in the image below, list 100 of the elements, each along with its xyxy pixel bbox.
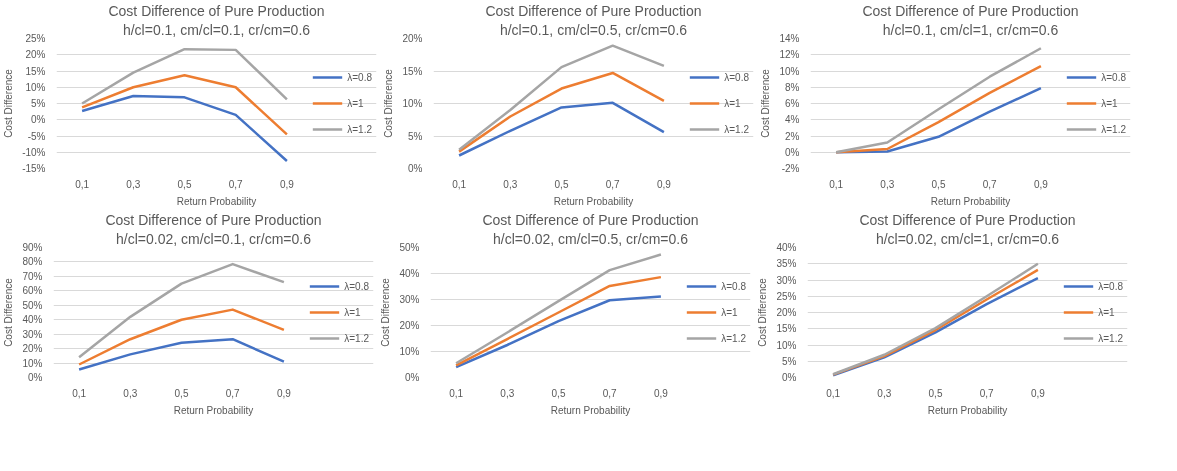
y-tick-label: -2% — [781, 163, 800, 174]
y-axis-title: Cost Difference — [3, 68, 15, 138]
chart-title: Cost Difference of Pure Production — [108, 2, 325, 19]
legend-label: λ=1 — [344, 306, 362, 318]
y-tick-label: 4% — [785, 114, 800, 126]
line-series — [454, 253, 663, 365]
y-tick-label: 40% — [399, 268, 420, 279]
y-tick-label: 5% — [31, 98, 46, 109]
y-tick-label: 20% — [25, 49, 46, 61]
y-tick-label: 0% — [782, 372, 797, 383]
y-tick-label: 90% — [22, 242, 43, 253]
legend-label: λ=0.8 — [721, 280, 746, 292]
legend-label: λ=0.8 — [347, 71, 372, 83]
y-tick-label: 30% — [22, 328, 43, 340]
y-tick-label: 40% — [776, 242, 797, 253]
legend-label: λ=1 — [724, 97, 742, 109]
y-tick-label: 10% — [399, 346, 420, 357]
x-tick-label: 0,1 — [72, 387, 87, 399]
x-tick-label: 0,5 — [931, 178, 946, 190]
y-tick-label: 20% — [776, 307, 797, 318]
legend-label: λ=1 — [721, 306, 739, 318]
x-axis-title: Return Probability — [930, 195, 1011, 207]
legend-label: λ=1 — [1098, 306, 1116, 318]
y-tick-label: 25% — [25, 33, 46, 44]
x-tick-label: 0,9 — [653, 387, 669, 399]
x-tick-label: 0,5 — [928, 387, 943, 399]
y-tick-label: 14% — [779, 33, 800, 44]
y-tick-label: 2% — [785, 130, 800, 142]
y-tick-label: 80% — [22, 256, 43, 268]
x-tick-label: 0,5 — [554, 178, 569, 190]
chart-title: Cost Difference of Pure Production — [859, 211, 1076, 228]
line-series — [80, 73, 289, 136]
x-tick-label: 0,9 — [1030, 387, 1046, 399]
x-tick-label: 0,3 — [503, 178, 518, 190]
x-tick-label: 0,3 — [877, 387, 892, 399]
y-tick-label: 50% — [399, 242, 420, 253]
x-tick-label: 0,9 — [279, 178, 295, 190]
y-tick-label: 35% — [776, 258, 797, 270]
x-tick-label: 0,3 — [123, 387, 138, 399]
legend-label: λ=0.8 — [1101, 71, 1126, 83]
line-series — [834, 47, 1043, 154]
chart-title: Cost Difference of Pure Production — [105, 211, 322, 228]
line-series — [80, 47, 289, 105]
y-tick-label: 25% — [776, 290, 797, 302]
y-axis-title: Cost Difference — [380, 277, 392, 347]
legend-label: λ=1 — [347, 97, 365, 109]
y-tick-label: 15% — [25, 65, 46, 77]
legend-label: λ=0.8 — [344, 280, 369, 292]
line-series — [454, 295, 663, 369]
chart-subtitle: h/cl=0.02, cm/cl=1, cr/cm=0.6 — [875, 230, 1060, 247]
y-tick-label: 15% — [776, 323, 797, 335]
y-tick-label: 0% — [408, 163, 423, 174]
y-tick-label: 10% — [776, 339, 797, 351]
y-tick-label: -10% — [22, 146, 46, 158]
y-tick-label: 5% — [408, 130, 423, 142]
x-tick-label: 0,7 — [602, 387, 618, 399]
legend-label: λ=1.2 — [1101, 123, 1126, 135]
y-axis-title: Cost Difference — [757, 277, 769, 347]
y-tick-label: 30% — [399, 294, 420, 305]
chart-subtitle: h/cl=0.1, cm/cl=0.5, cr/cm=0.6 — [499, 21, 688, 38]
x-tick-label: 0,1 — [452, 178, 467, 190]
y-tick-label: 12% — [779, 49, 800, 61]
y-axis-title: Cost Difference — [760, 68, 772, 138]
chart-subtitle: h/cl=0.1, cm/cl=0.1, cr/cm=0.6 — [122, 21, 311, 38]
y-tick-label: 70% — [22, 270, 43, 282]
x-tick-label: 0,7 — [225, 387, 241, 399]
y-tick-label: 5% — [782, 355, 797, 367]
y-tick-label: 10% — [22, 357, 43, 369]
y-tick-label: 10% — [25, 81, 46, 93]
x-tick-label: 0,7 — [982, 178, 998, 190]
y-tick-label: 20% — [399, 320, 420, 331]
chart-title: Cost Difference of Pure Production — [485, 2, 702, 19]
legend-label: λ=1 — [1101, 97, 1119, 109]
line-series — [77, 337, 286, 371]
chart-subtitle: h/cl=0.1, cm/cl=1, cr/cm=0.6 — [882, 21, 1059, 38]
x-tick-label: 0,1 — [829, 178, 844, 190]
line-series — [77, 308, 286, 366]
x-tick-label: 0,7 — [979, 387, 995, 399]
y-tick-label: 15% — [402, 65, 423, 77]
y-tick-label: 6% — [785, 98, 800, 109]
x-tick-label: 0,5 — [174, 387, 189, 399]
x-tick-label: 0,3 — [880, 178, 895, 190]
x-axis-title: Return Probability — [176, 195, 257, 207]
line-series — [454, 275, 663, 367]
legend-label: λ=1.2 — [344, 332, 369, 344]
y-tick-label: 0% — [405, 372, 420, 383]
x-tick-label: 0,9 — [656, 178, 672, 190]
x-tick-label: 0,3 — [500, 387, 515, 399]
y-tick-label: 30% — [776, 274, 797, 286]
x-axis-title: Return Probability — [927, 404, 1008, 416]
y-tick-label: -5% — [27, 130, 46, 142]
y-tick-label: 10% — [402, 98, 423, 109]
x-axis-title: Return Probability — [550, 404, 631, 416]
chart-title: Cost Difference of Pure Production — [482, 211, 699, 228]
line-series — [80, 94, 289, 163]
chart-subtitle: h/cl=0.02, cm/cl=0.5, cr/cm=0.6 — [493, 230, 689, 247]
y-tick-label: 8% — [785, 81, 800, 93]
x-tick-label: 0,1 — [449, 387, 464, 399]
x-axis-title: Return Probability — [173, 404, 254, 416]
legend-label: λ=0.8 — [724, 71, 749, 83]
